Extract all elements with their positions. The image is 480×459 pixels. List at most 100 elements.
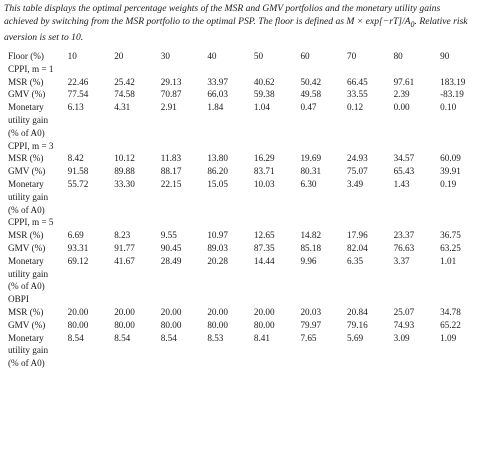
table-cell: 91.77 [114,242,135,253]
table-cell: 0.00 [393,102,410,113]
table-cell: 5.69 [347,332,364,343]
header-cell: 30 [160,51,170,61]
row-label: MSR (%) [8,76,44,87]
table-cell: 17.96 [347,230,368,241]
table-cell: 82.04 [347,242,368,253]
table-cell: 1.43 [393,178,410,189]
table-cell: 89.03 [207,242,228,253]
table-cell: 8.53 [207,332,224,343]
table-cell: 49.58 [300,89,322,100]
table-cell: 59.38 [253,89,275,100]
table-cell: 9.96 [300,255,317,266]
table-cell: 8.42 [67,153,84,164]
table-cell: 20.00 [160,306,182,317]
table-row: GMV (%) 93.31 91.77 90.45 89.03 87.35 85.18 82.… [8,242,480,255]
table-row: MSR (%) 6.69 8.23 9.55 10.97 12.65 14.82 17.96 2… [8,229,480,242]
table-cell: 74.93 [393,319,415,330]
table-cell: 55.72 [67,178,89,189]
table-cell: 16.29 [253,153,275,164]
table-cell: 20.00 [207,306,228,317]
table-cell: 22.15 [160,178,182,189]
table-cell: 80.31 [300,166,322,177]
table-cell: 6.69 [67,230,84,241]
group-title: CPPI, m = 1 [8,63,54,74]
table-cell: 65.22 [440,319,461,330]
row-label: Monetary [8,102,44,113]
table-cell: 1.84 [207,102,224,113]
table-cell: 10.12 [114,153,135,164]
table-cell: 74.58 [114,89,135,100]
table-cell: 75.07 [347,166,368,177]
table-cell: 33.97 [207,76,228,87]
table-cell: 41.67 [114,255,135,266]
table-cell: 39.91 [440,166,461,177]
row-label: Monetary [8,332,44,343]
table-cell: 83.71 [253,166,275,177]
row-label: Monetary [8,255,44,266]
table-cell: 91.58 [67,166,89,177]
table-row: Monetary 8.54 8.54 8.54 8.53 8.41 7.65 5.69 3.09… [8,332,480,345]
row-label: MSR (%) [8,153,44,164]
header-cell: 90 [440,51,450,61]
table-cell: 80.00 [207,319,228,330]
table-cell: 6.13 [67,102,84,113]
group-title-row: CPPI, m = 5 [8,216,480,229]
row-label-continuation: utility gain [8,345,49,356]
table-cell: 0.12 [347,102,364,113]
table-cell: 80.00 [160,319,182,330]
row-label-continuation-row: (% of A0) [8,280,480,293]
group-title-row: OBPI [8,293,480,306]
table-caption: This table displays the optimal percenta… [4,2,476,44]
table-cell: 69.12 [67,255,89,266]
table-cell: 28.49 [160,255,182,266]
header-cell: 40 [207,51,217,61]
table-cell: 183.19 [440,76,466,87]
table-cell: 2.39 [393,89,410,100]
table-cell: 8.54 [67,332,84,343]
formula-main: M × exp[−rT]/A [346,16,411,27]
table-cell: 0.47 [300,102,317,113]
table-cell: 15.05 [207,178,228,189]
table-cell: 80.00 [253,319,275,330]
table-cell: 70.87 [160,89,182,100]
table-row: Monetary 6.13 4.31 2.91 1.84 1.04 0.47 0.12 0.00… [8,101,480,114]
table-cell: 10.03 [253,178,275,189]
row-label: GMV (%) [8,319,46,330]
table-cell: 20.00 [67,306,89,317]
caption-formula: M × exp[−rT]/A0 [346,16,414,29]
table-cell: 65.43 [393,166,415,177]
table-row: MSR (%) 8.42 10.12 11.83 13.80 16.29 19.69 24.9… [8,152,480,165]
table-cell: 36.75 [440,230,461,241]
table-cell: 3.37 [393,255,410,266]
table-cell: 3.09 [393,332,410,343]
table-cell: 60.09 [440,153,461,164]
table-cell: 13.80 [207,153,228,164]
table-cell: 33.55 [347,89,368,100]
table-row: GMV (%) 80.00 80.00 80.00 80.00 80.00 79.97 79.… [8,319,480,332]
table-cell: 79.97 [300,319,322,330]
row-label: GMV (%) [8,166,46,177]
row-label-continuation: (% of A0) [8,204,45,215]
row-label: MSR (%) [8,306,44,317]
header-row: Floor (%) 10 20 30 40 50 60 70 80 90 [8,50,480,63]
table-cell: 34.57 [393,153,415,164]
table-cell: 8.41 [253,332,270,343]
row-label-continuation: utility gain [8,191,49,202]
row-label-continuation-row: (% of A0) [8,357,480,370]
table-row: GMV (%) 91.58 89.88 88.17 86.20 83.71 80.31 75.… [8,165,480,178]
table-cell: 25.42 [114,76,135,87]
table-cell: 40.62 [253,76,275,87]
table-cell: 10.97 [207,230,228,241]
table-row: Monetary 55.72 33.30 22.15 15.05 10.03 6.30 3.4… [8,178,480,191]
table-cell: 80.00 [67,319,89,330]
table-cell: 76.63 [393,242,415,253]
table-cell: 11.83 [160,153,182,164]
table-cell: -83.19 [440,89,464,100]
table-cell: 6.30 [300,178,317,189]
table-cell: 93.31 [67,242,89,253]
table-cell: 90.45 [160,242,182,253]
row-label-continuation-row: (% of A0) [8,204,480,217]
caption-text-2: . Relative risk aversion is set to 10. [4,16,468,43]
row-label: GMV (%) [8,242,46,253]
table-cell: 14.44 [253,255,275,266]
